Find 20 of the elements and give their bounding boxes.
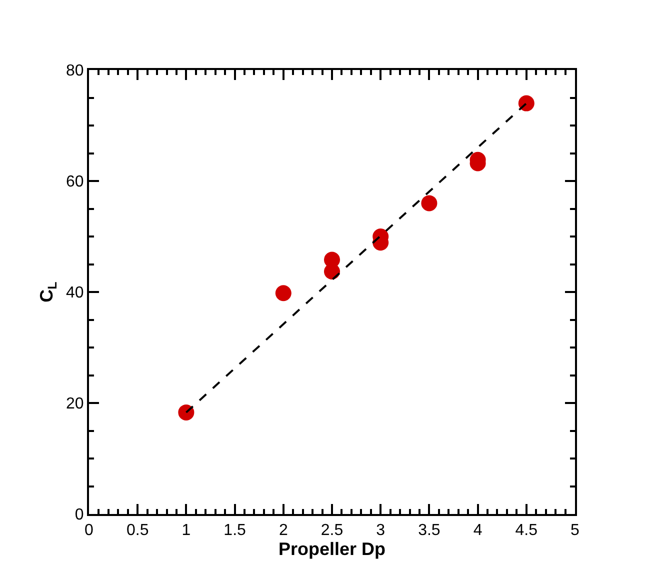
x-tick-label: 1 (182, 522, 191, 540)
y-tick-label: 60 (66, 174, 84, 191)
x-tick-label: 5 (570, 522, 580, 540)
x-tick-label: 3.5 (418, 522, 440, 540)
x-tick-label: 0.5 (126, 522, 149, 540)
x-tick-label: 3 (376, 522, 386, 540)
point (421, 195, 438, 212)
point (275, 285, 292, 302)
y-tick-label: 20 (66, 396, 84, 413)
x-tick-label: 1.5 (224, 522, 246, 540)
x-tick-label: 2.5 (320, 522, 344, 540)
point (518, 95, 534, 112)
x-tick-label: 4.5 (515, 522, 538, 540)
x-tick-label: 4 (473, 522, 482, 540)
y-tick-label: 80 (66, 62, 84, 80)
x-axis-title: Propeller Dp (278, 539, 386, 560)
y-tick-label: 40 (66, 284, 84, 302)
point (178, 404, 194, 420)
y-tick-label: 0 (74, 506, 84, 524)
x-tick-label: 2 (278, 522, 288, 540)
